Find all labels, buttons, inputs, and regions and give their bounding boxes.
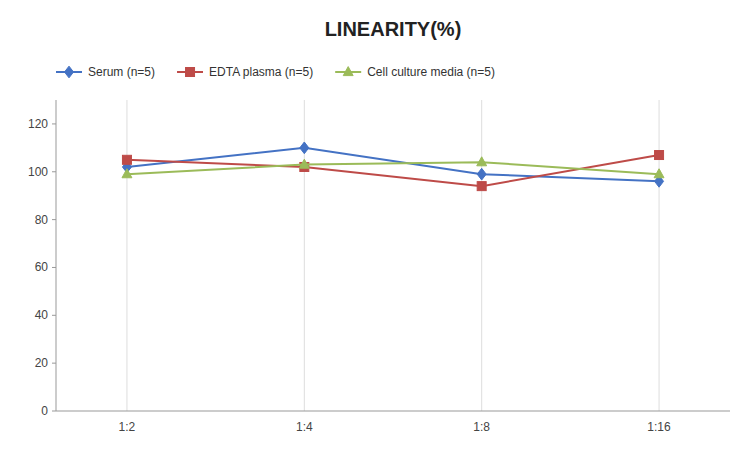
y-tick-label: 0 — [41, 404, 48, 418]
legend-label: Serum (n=5) — [88, 65, 155, 79]
point — [299, 159, 309, 168]
legend: Serum (n=5) EDTA plasma (n=5) Cell culture… — [56, 65, 495, 79]
y-tick — [52, 411, 56, 412]
y-tick — [52, 315, 56, 316]
legend-label: Cell culture media (n=5) — [367, 65, 495, 79]
x-axis-line — [56, 411, 730, 412]
point — [122, 169, 132, 178]
grid-line — [659, 100, 660, 411]
y-tick — [52, 171, 56, 172]
x-tick-label: 1:4 — [296, 420, 313, 434]
x-tick-label: 1:8 — [473, 420, 490, 434]
legend-label: EDTA plasma (n=5) — [209, 65, 313, 79]
point — [655, 151, 664, 160]
point — [477, 157, 487, 166]
point — [477, 182, 486, 191]
y-tick-label: 40 — [35, 308, 49, 322]
y-tick — [52, 219, 56, 220]
y-tick-label: 120 — [28, 117, 48, 131]
y-tick-label: 80 — [35, 213, 49, 227]
x-tick-label: 1:2 — [119, 420, 136, 434]
legend-item: Cell culture media (n=5) — [335, 65, 495, 79]
point — [300, 142, 309, 154]
chart-container: LINEARITY(%) 0 20 40 60 80 100 120 1:2 1:4 1:8 1:16… — [0, 0, 752, 451]
point — [122, 155, 131, 164]
legend-item: EDTA plasma (n=5) — [177, 65, 313, 79]
y-axis-line — [56, 100, 57, 411]
y-tick-label: 100 — [28, 165, 48, 179]
legend-marker — [186, 68, 195, 77]
plot-area — [122, 142, 664, 191]
y-tick-label: 20 — [35, 356, 49, 370]
y-ticks: 0 20 40 60 80 100 120 — [28, 117, 56, 418]
y-tick — [52, 267, 56, 268]
chart: LINEARITY(%) 0 20 40 60 80 100 120 1:2 1:4 1:8 1:16… — [0, 0, 752, 451]
grid-line — [126, 100, 127, 411]
point — [477, 168, 486, 180]
series — [122, 142, 663, 187]
point — [654, 169, 664, 178]
x-tick-label: 1:16 — [647, 420, 671, 434]
series-line — [127, 155, 659, 186]
y-tick — [52, 123, 56, 124]
grid — [127, 100, 659, 411]
series-line — [127, 162, 659, 174]
series — [122, 151, 663, 191]
grid-line — [481, 100, 482, 411]
title: LINEARITY(%) — [325, 18, 462, 40]
y-tick — [52, 363, 56, 364]
y-tick-label: 60 — [35, 260, 49, 274]
series — [122, 157, 664, 178]
legend-item: Serum (n=5) — [56, 65, 155, 79]
legend-marker — [343, 67, 353, 76]
legend-marker — [65, 66, 74, 78]
x-ticks: 1:2 1:4 1:8 1:16 — [119, 420, 671, 434]
